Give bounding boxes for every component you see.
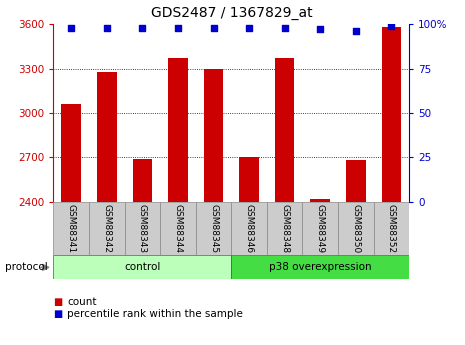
Bar <box>267 202 303 255</box>
Text: p38 overexpression: p38 overexpression <box>269 263 372 272</box>
Bar <box>61 104 81 202</box>
Point <box>388 23 395 29</box>
Text: ■: ■ <box>53 309 63 319</box>
Bar <box>232 202 267 255</box>
Bar <box>303 202 338 255</box>
Bar <box>53 202 89 255</box>
Point <box>281 25 288 30</box>
Bar <box>382 27 401 202</box>
Bar <box>374 202 409 255</box>
Title: GDS2487 / 1367829_at: GDS2487 / 1367829_at <box>151 6 312 20</box>
Text: GSM88349: GSM88349 <box>316 204 325 253</box>
Text: ■: ■ <box>53 297 63 307</box>
Text: GSM88341: GSM88341 <box>67 204 76 253</box>
Bar <box>204 69 223 202</box>
Bar <box>168 58 188 202</box>
Bar <box>232 255 409 279</box>
Point <box>103 25 111 30</box>
Text: GSM88346: GSM88346 <box>245 204 253 253</box>
Text: GSM88344: GSM88344 <box>173 204 182 253</box>
Text: GSM88342: GSM88342 <box>102 204 111 253</box>
Text: GSM88343: GSM88343 <box>138 204 147 253</box>
Text: GSM88345: GSM88345 <box>209 204 218 253</box>
Point <box>67 25 75 30</box>
Point <box>139 25 146 30</box>
Text: percentile rank within the sample: percentile rank within the sample <box>67 309 243 319</box>
Bar <box>239 157 259 202</box>
Text: GSM88350: GSM88350 <box>352 204 360 253</box>
Bar <box>97 71 117 202</box>
Bar <box>275 58 294 202</box>
Point <box>317 27 324 32</box>
Point <box>210 25 217 30</box>
Bar <box>311 199 330 202</box>
Text: count: count <box>67 297 97 307</box>
Bar <box>160 202 196 255</box>
Text: GSM88348: GSM88348 <box>280 204 289 253</box>
Bar <box>346 160 365 202</box>
Bar <box>196 202 232 255</box>
Point <box>174 25 182 30</box>
Bar <box>89 202 125 255</box>
Text: protocol: protocol <box>5 263 47 272</box>
Text: control: control <box>124 263 160 272</box>
Bar <box>338 202 374 255</box>
Text: GSM88352: GSM88352 <box>387 204 396 253</box>
Bar <box>133 159 152 202</box>
Bar <box>53 255 232 279</box>
Point <box>352 29 359 34</box>
Bar <box>125 202 160 255</box>
Point <box>246 25 253 30</box>
